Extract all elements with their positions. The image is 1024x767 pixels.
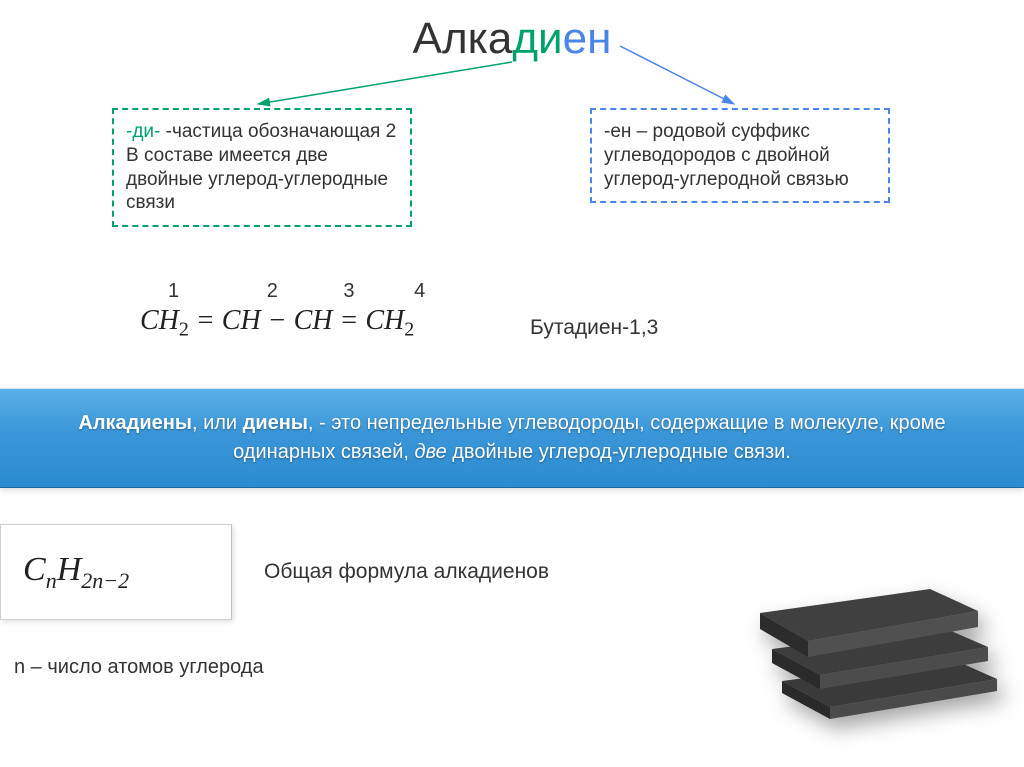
def-bold1: Алкадиены (78, 412, 192, 434)
carbon-num-2: 2 (267, 280, 278, 303)
general-formula-card: CnH2n−2 (0, 524, 232, 620)
callout-en-text: -ен – родовой суффикс углеводородов с дв… (604, 121, 849, 190)
arrow-di-to-greenbox (258, 62, 512, 104)
definition-banner: Алкадиены, или диены, - это непредельные… (0, 388, 1024, 488)
title-part-en: ен (563, 14, 612, 63)
title-part-alka: Алка (413, 14, 513, 63)
title-part-di: ди (512, 14, 562, 63)
callout-di: -ди- -частица обозначающая 2 В составе и… (112, 108, 412, 227)
def-italic: две (415, 441, 447, 463)
slide-title: Алкадиен (0, 14, 1024, 64)
callout-di-text1: -частица обозначающая 2 (160, 121, 396, 142)
callout-di-prefix: -ди- (126, 121, 160, 142)
n-variable-caption: n – число атомов углерода (14, 656, 264, 679)
callout-di-text2: В составе имеется две двойные углерод-уг… (126, 145, 388, 214)
def-bold2: диены (243, 412, 308, 434)
general-formula-caption: Общая формула алкадиенов (264, 560, 549, 584)
carbon-num-4: 4 (414, 280, 425, 303)
callout-en: -ен – родовой суффикс углеводородов с дв… (590, 108, 890, 203)
carbon-num-3: 3 (343, 280, 354, 303)
rubber-sheets-image (742, 549, 1002, 719)
general-formula: CnH2n−2 (23, 551, 129, 594)
compound-name-label: Бутадиен-1,3 (530, 316, 658, 340)
carbon-num-1: 1 (168, 280, 179, 303)
carbon-number-row: 1 2 3 4 (140, 280, 940, 303)
definition-text: Алкадиены, или диены, - это непредельные… (40, 409, 984, 467)
